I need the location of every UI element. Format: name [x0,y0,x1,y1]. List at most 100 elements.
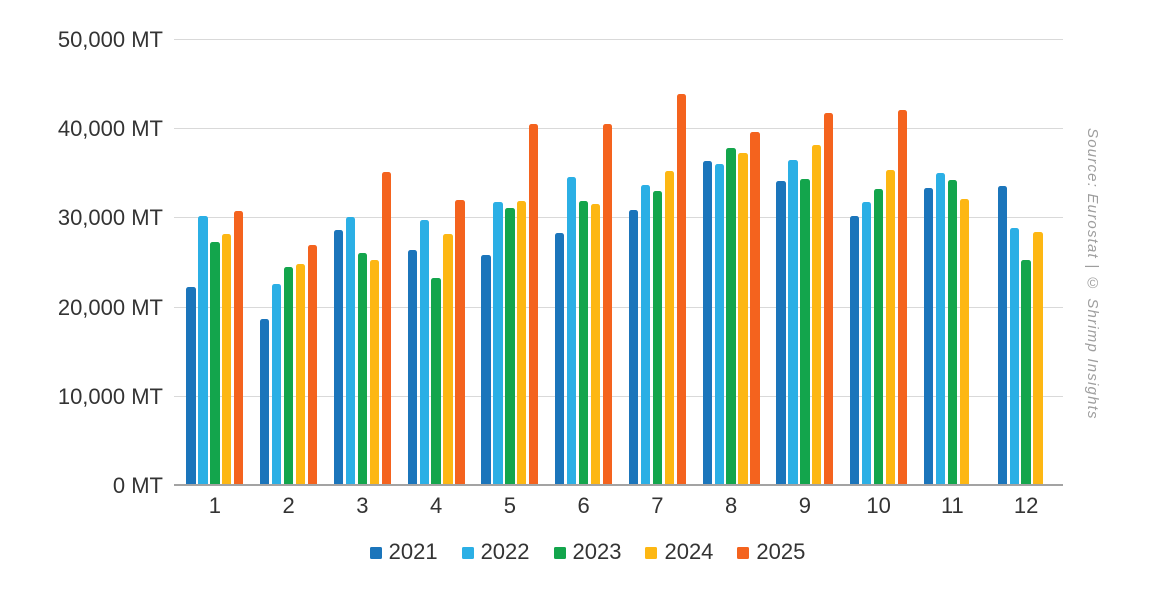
bar-group-month-7 [621,40,695,486]
bar-2022-month-4 [419,220,429,486]
y-axis-tick-label-40000: 40,000 MT [57,116,163,142]
bar-2024-month-10 [885,170,896,486]
bar-2024-month-8 [738,153,748,486]
bar-2025-month-8 [750,131,760,486]
bar-cluster-month-4 [407,40,465,486]
x-axis-tick-label-2: 2 [282,493,295,518]
bar-2024-month-12 [1033,231,1043,486]
bar-2022-month-1 [198,215,208,486]
gridline-50000 [174,39,1063,40]
bar-2021-month-6 [555,232,565,486]
bar-2023-month-2 [283,267,294,486]
bar-2022-month-2 [272,283,282,486]
bar-2024-month-6 [590,204,601,486]
bar-2025-month-10 [897,109,908,486]
bar-2021-month-1 [186,287,196,486]
bar-cluster-month-2 [260,40,318,486]
y-axis-tick-label-10000: 10,000 MT [57,383,163,409]
bar-group-month-9 [768,40,842,486]
bar-group-month-3 [326,40,400,486]
bar-cluster-month-3 [333,40,391,486]
bar-2024-month-5 [517,201,527,486]
x-axis-tick-label-7: 7 [651,493,664,518]
legend: 2021 2022 2023 2024 2025 [0,540,1175,564]
bar-2024-month-4 [443,234,453,486]
bar-2021-month-12 [997,186,1007,486]
x-axis-tick-label-3: 3 [356,493,369,518]
bar-group-month-10 [842,40,916,486]
legend-label-2023: 2023 [572,539,622,564]
x-axis-tick-label-6: 6 [577,493,590,518]
bar-group-month-8 [694,40,768,486]
legend-swatch-2023 [553,547,566,559]
y-axis-tick-label-50000: 50,000 MT [57,27,163,52]
bar-2021-month-7 [628,210,639,486]
bar-2025-month-5 [529,123,539,486]
bar-cluster-month-6 [555,40,613,486]
x-axis-tick-label-12: 12 [1013,493,1039,518]
bar-cluster-month-9 [776,40,834,486]
bar-2025-month-6 [602,123,613,486]
bar-2023-month-3 [357,253,368,486]
bar-2021-month-11 [923,188,934,486]
bar-group-month-6 [547,40,621,486]
gridline-20000 [174,306,1063,308]
y-axis-tick-label-0: 0 MT [112,473,163,498]
bar-group-month-2 [252,40,326,486]
legend-label-2021: 2021 [388,539,438,564]
bar-cluster-month-7 [628,40,686,486]
legend-item-2022: 2022 [461,540,530,564]
x-axis-tick-label-8: 8 [725,493,738,518]
bar-2021-month-3 [333,230,344,486]
bar-2022-month-9 [788,159,798,486]
bar-2023-month-11 [947,180,958,486]
bar-2022-month-12 [1009,228,1019,486]
bar-2025-month-9 [824,113,834,486]
bar-2023-month-4 [431,278,441,486]
bar-2023-month-10 [873,188,884,486]
bar-2025-month-2 [307,245,318,486]
bar-2022-month-10 [862,202,872,486]
bar-cluster-month-10 [850,40,908,486]
bar-cluster-month-12 [997,40,1055,486]
x-axis-line [174,484,1063,486]
bar-2022-month-6 [567,177,577,486]
bar-group-month-1 [178,40,252,486]
bar-2022-month-7 [640,185,651,486]
legend-label-2025: 2025 [756,539,806,564]
bar-2022-month-8 [714,164,724,486]
bar-2024-month-11 [959,198,969,486]
bar-2022-month-3 [345,216,356,486]
x-axis: 1 2 3 4 5 6 7 8 9 10 11 12 [178,494,1063,518]
bar-2024-month-1 [222,234,232,486]
legend-swatch-2022 [461,547,474,559]
bar-group-month-12 [989,40,1063,486]
x-axis-tick-label-9: 9 [798,493,811,518]
legend-item-2024: 2024 [645,540,713,564]
x-axis-tick-label-10: 10 [866,493,891,518]
bar-cluster-month-1 [186,40,244,486]
legend-swatch-2021 [369,547,382,559]
bar-group-month-11 [916,40,990,486]
bar-2025-month-4 [455,199,465,486]
source-credit: Source: Eurostat | © Shrimp Insights [1084,128,1101,420]
bar-2022-month-5 [493,202,503,486]
bar-2024-month-2 [295,263,306,486]
bar-2024-month-9 [812,145,822,486]
y-axis-tick-label-30000: 30,000 MT [57,205,163,231]
legend-item-2023: 2023 [553,539,622,564]
x-axis-tick-label-4: 4 [430,493,443,518]
bar-2025-month-1 [234,211,244,486]
bar-cluster-month-8 [702,40,760,486]
bar-2025-month-7 [676,93,686,486]
bar-2025-month-3 [381,172,391,486]
gridline-30000 [174,217,1063,219]
y-axis: 0 MT 10,000 MT 20,000 MT 30,000 MT 40,000 MT… [0,29,163,497]
bar-2023-month-9 [800,179,810,486]
bar-2023-month-5 [505,207,515,486]
x-axis-tick-label-11: 11 [940,493,964,518]
legend-swatch-2024 [645,547,658,559]
bar-2023-month-6 [578,201,589,486]
x-axis-tick-label-1: 1 [208,493,221,518]
